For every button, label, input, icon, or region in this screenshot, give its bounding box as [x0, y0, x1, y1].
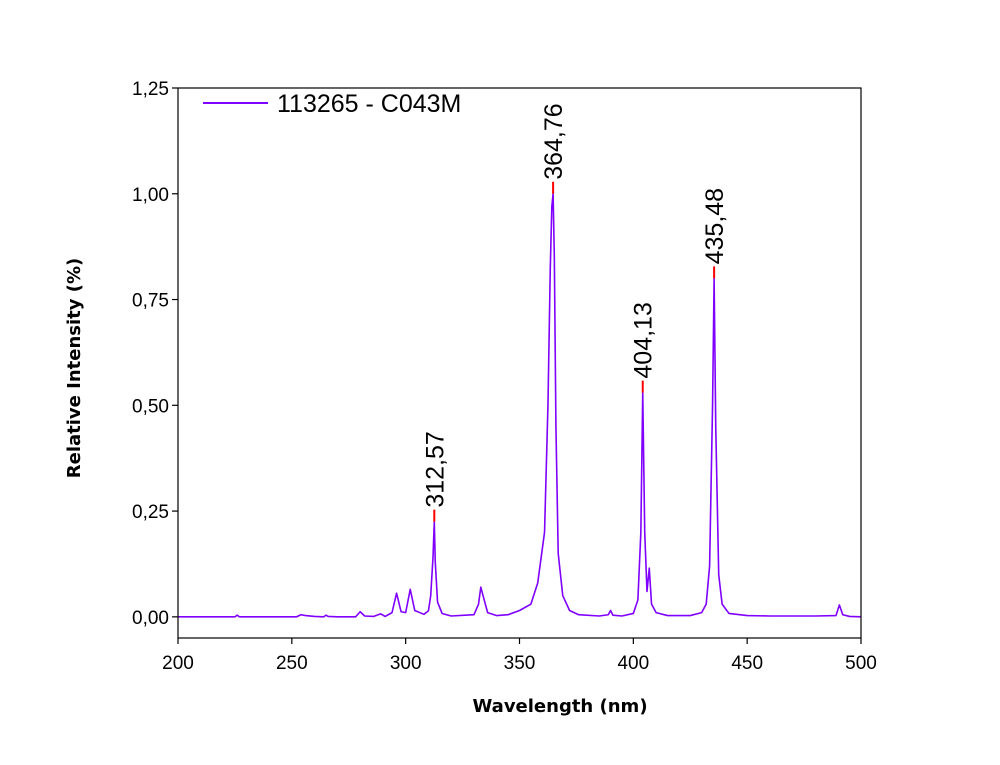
series-line [178, 192, 862, 618]
legend-label: 113265 - C043M [277, 90, 461, 118]
y-tick-label: 0,50 [132, 396, 169, 417]
y-tick-label: 0,00 [132, 608, 169, 629]
x-tick-label: 450 [731, 653, 763, 674]
peak-label: 404,13 [630, 302, 658, 378]
x-tick-label: 400 [617, 653, 649, 674]
x-tick-label: 300 [390, 653, 422, 674]
y-tick-label: 1,25 [132, 79, 169, 100]
legend: 113265 - C043M [203, 90, 461, 118]
y-tick-label: 1,00 [132, 185, 169, 206]
peak-label: 312,57 [421, 431, 449, 507]
peak-label: 364,76 [540, 103, 568, 179]
peak-label: 435,48 [701, 188, 729, 264]
y-tick-label: 0,25 [132, 502, 169, 523]
plot-frame [177, 87, 862, 639]
axes-layer: 200 250 300 350 400 450 500 0,00 0,25 0,50 0,75 1,0… [132, 79, 877, 674]
y-tick-label: 0,75 [132, 291, 169, 312]
peak-annotations: 312,57 364,76 404,13 435,48 [421, 103, 729, 522]
x-tick-label: 200 [162, 653, 194, 674]
plot-layer [178, 192, 862, 618]
x-tick-label: 350 [504, 653, 536, 674]
x-tick-label: 250 [276, 653, 308, 674]
x-axis-title: Wavelength (nm) [472, 696, 647, 717]
x-tick-label: 500 [845, 653, 877, 674]
y-axis-title: Relative Intensity (%) [64, 258, 85, 478]
